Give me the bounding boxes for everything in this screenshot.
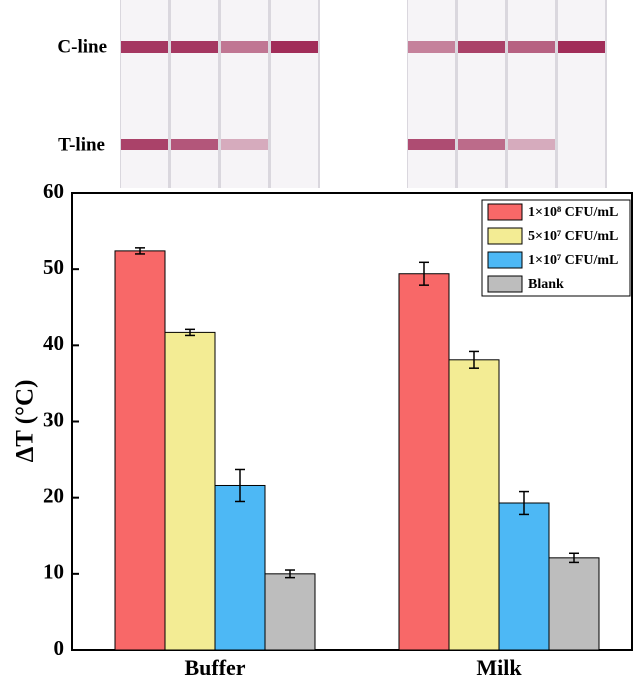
c-line-band [171, 41, 218, 53]
error-bar [569, 552, 579, 564]
test-strip [271, 0, 318, 188]
test-strip [221, 0, 268, 188]
bar [264, 573, 316, 651]
legend-label: Blank [528, 277, 564, 292]
bar [548, 557, 600, 651]
y-tick-label: 30 [43, 407, 64, 431]
bar [114, 250, 166, 651]
bar [164, 331, 216, 651]
legend-swatch [487, 275, 523, 293]
test-strip [121, 0, 168, 188]
y-tick-label: 10 [43, 560, 64, 584]
error-bar [519, 490, 529, 516]
c-line-band [271, 41, 318, 53]
t-line-band [121, 139, 168, 150]
strip-label: C-line [57, 36, 107, 57]
c-line-band [558, 41, 605, 53]
y-tick-label: 50 [43, 255, 64, 279]
c-line-band [408, 41, 455, 53]
error-bar [419, 261, 429, 286]
error-bar [185, 328, 195, 337]
y-tick-label: 40 [43, 331, 64, 355]
error-bar [285, 569, 295, 579]
t-line-band [508, 139, 555, 150]
test-strip [558, 0, 605, 188]
test-strip [408, 0, 455, 188]
t-line-band [221, 139, 268, 150]
t-line-band [458, 139, 505, 150]
x-tick-label: Buffer [184, 655, 245, 680]
t-line-band [171, 139, 218, 150]
c-line-band [458, 41, 505, 53]
legend-swatch [487, 203, 523, 221]
error-bar [235, 468, 245, 503]
c-line-band [508, 41, 555, 53]
y-axis-label: ΔT (°C) [12, 380, 39, 463]
x-tick-label: Milk [476, 655, 522, 680]
bar [448, 359, 500, 651]
strip-photo [120, 0, 607, 188]
legend-label: 5×10⁷ CFU/mL [528, 229, 618, 244]
test-strip [508, 0, 555, 188]
y-tick-label: 0 [54, 636, 65, 660]
test-strip [171, 0, 218, 188]
legend-swatch [487, 227, 523, 245]
y-tick-label: 20 [43, 483, 64, 507]
c-line-band [121, 41, 168, 53]
bar [498, 502, 550, 651]
strip-label: T-line [58, 134, 105, 155]
c-line-band [221, 41, 268, 53]
bar [214, 484, 266, 651]
legend-label: 1×10⁷ CFU/mL [528, 253, 618, 268]
error-bar [469, 350, 479, 369]
test-strip [458, 0, 505, 188]
bar [398, 273, 450, 651]
legend-swatch [487, 251, 523, 269]
y-tick-label: 60 [43, 179, 64, 203]
error-bar [135, 247, 145, 255]
t-line-band [408, 139, 455, 150]
legend-label: 1×10⁸ CFU/mL [528, 205, 618, 220]
